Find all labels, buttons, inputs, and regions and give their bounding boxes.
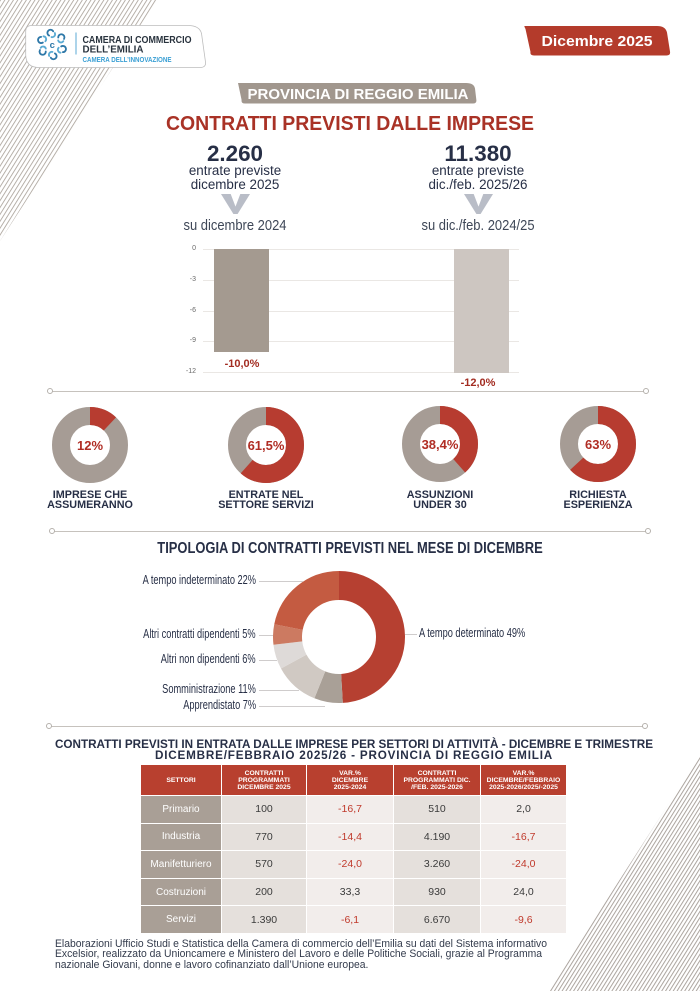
svg-text:CAMERA DI COMMERCIO: CAMERA DI COMMERCIO [83, 35, 192, 46]
svg-text:CAMERA DELL’INNOVAZIONE: CAMERA DELL’INNOVAZIONE [83, 57, 172, 64]
svg-text:PROVINCIA DI REGGIO EMILIA: PROVINCIA DI REGGIO EMILIA [248, 86, 469, 103]
svg-text:c: c [50, 40, 55, 51]
svg-text:Dicembre 2025: Dicembre 2025 [542, 34, 653, 50]
svg-text:DELL’EMILIA: DELL’EMILIA [83, 45, 144, 56]
